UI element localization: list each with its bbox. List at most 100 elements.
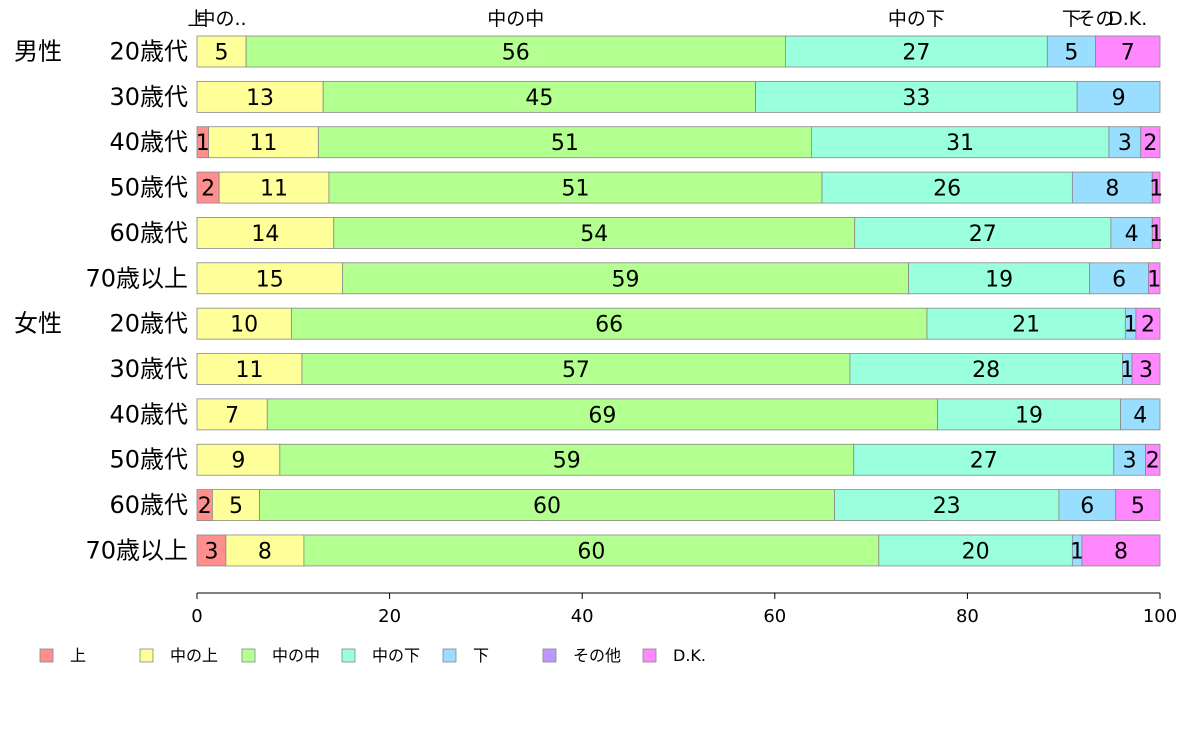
data-label: 1 bbox=[1070, 539, 1084, 564]
bar-segment bbox=[266, 398, 938, 431]
bar-segment bbox=[322, 80, 756, 113]
legend-label: 中の中 bbox=[272, 646, 320, 665]
data-label: 51 bbox=[561, 177, 589, 202]
bar-segment bbox=[317, 126, 812, 159]
data-label: 31 bbox=[946, 131, 974, 156]
bar-segment bbox=[810, 126, 1110, 159]
data-label: 1 bbox=[1147, 267, 1161, 292]
data-label: 11 bbox=[235, 358, 263, 383]
bar-segment bbox=[1113, 443, 1146, 476]
bar-segment bbox=[1120, 398, 1161, 431]
bar-segment bbox=[259, 489, 835, 522]
top-series-label: 中の中 bbox=[487, 8, 544, 30]
legend-swatch bbox=[139, 648, 154, 663]
data-label: 33 bbox=[902, 86, 930, 111]
data-label: 7 bbox=[1121, 41, 1135, 66]
bar-segment bbox=[926, 307, 1126, 340]
data-label: 57 bbox=[562, 358, 590, 383]
data-label: 69 bbox=[588, 403, 616, 428]
top-series-label: D.K. bbox=[1108, 8, 1147, 30]
data-label: 27 bbox=[969, 222, 997, 247]
data-label: 5 bbox=[229, 494, 243, 519]
bar-segment bbox=[1148, 262, 1161, 295]
bar-segment bbox=[1151, 217, 1161, 249]
x-tick-label: 20 bbox=[378, 606, 401, 627]
data-label: 7 bbox=[225, 403, 239, 428]
bar-segment bbox=[208, 126, 319, 159]
legend-label: その他 bbox=[573, 646, 621, 665]
data-label: 60 bbox=[533, 494, 561, 519]
bar-segment bbox=[1145, 443, 1161, 476]
data-label: 60 bbox=[577, 539, 605, 564]
top-series-label: 中の.. bbox=[197, 8, 247, 30]
legend-label: 中の上 bbox=[170, 646, 218, 665]
x-tick-label: 60 bbox=[763, 606, 786, 627]
top-series-label: 中の下 bbox=[888, 8, 945, 30]
data-label: 54 bbox=[580, 222, 608, 247]
legend-swatch bbox=[39, 648, 54, 663]
x-tick-label: 0 bbox=[191, 606, 202, 627]
top-series-label: 下 bbox=[1062, 8, 1081, 30]
data-label: 2 bbox=[1141, 313, 1155, 338]
data-label: 8 bbox=[1105, 177, 1119, 202]
data-label: 5 bbox=[1131, 494, 1145, 519]
data-label: 19 bbox=[1015, 403, 1043, 428]
row-label: 70歳以上 bbox=[85, 264, 188, 292]
bar-segment bbox=[301, 353, 851, 385]
bars: 5 56 27 5 713 45 33 91 11 51 31 3 22 11 51 26 8 114 54 27 4 1… bbox=[196, 35, 1163, 567]
bar-segment bbox=[1140, 126, 1161, 159]
data-label: 4 bbox=[1125, 222, 1139, 247]
row-label: 60歳代 bbox=[109, 491, 188, 519]
data-label: 1 bbox=[196, 131, 210, 156]
data-label: 27 bbox=[902, 41, 930, 66]
bar-segment bbox=[196, 353, 303, 385]
row-label: 20歳代 bbox=[109, 38, 188, 66]
data-label: 56 bbox=[502, 41, 530, 66]
data-label: 9 bbox=[231, 449, 245, 474]
bar-segment bbox=[937, 398, 1121, 431]
row-label: 60歳代 bbox=[109, 219, 188, 247]
data-label: 59 bbox=[612, 267, 640, 292]
data-label: 3 bbox=[1123, 449, 1137, 474]
data-label: 66 bbox=[595, 313, 623, 338]
data-label: 26 bbox=[933, 177, 961, 202]
data-label: 3 bbox=[1118, 131, 1132, 156]
legend-swatch bbox=[542, 648, 557, 663]
data-label: 3 bbox=[1139, 358, 1153, 383]
data-label: 27 bbox=[970, 449, 998, 474]
bar-segment bbox=[834, 489, 1060, 522]
bar-segment bbox=[245, 35, 786, 68]
row-label: 50歳代 bbox=[109, 174, 188, 202]
x-tick-label: 40 bbox=[571, 606, 594, 627]
data-label: 14 bbox=[251, 222, 279, 247]
x-tick-label: 80 bbox=[956, 606, 979, 627]
legend-swatch bbox=[241, 648, 256, 663]
x-tick-label: 100 bbox=[1143, 606, 1177, 627]
bar-segment bbox=[196, 534, 227, 567]
row-label: 30歳代 bbox=[109, 83, 188, 111]
data-label: 3 bbox=[204, 539, 218, 564]
bar-segment bbox=[303, 534, 880, 567]
bar-segment bbox=[821, 171, 1073, 204]
bar-segment bbox=[784, 35, 1048, 68]
data-label: 45 bbox=[525, 86, 553, 111]
group-label: 男性 bbox=[14, 38, 62, 66]
bar-segment bbox=[1081, 534, 1161, 567]
data-label: 51 bbox=[551, 131, 579, 156]
data-label: 19 bbox=[985, 267, 1013, 292]
data-label: 13 bbox=[246, 86, 274, 111]
data-label: 15 bbox=[256, 267, 284, 292]
bar-segment bbox=[1095, 35, 1161, 68]
bar-segment bbox=[854, 217, 1112, 249]
bar-segment bbox=[196, 443, 281, 476]
bar-segment bbox=[196, 307, 292, 340]
legend-label: 下 bbox=[473, 646, 489, 665]
data-label: 1 bbox=[1149, 177, 1163, 202]
group-label: 女性 bbox=[14, 310, 62, 338]
data-label: 28 bbox=[972, 358, 1000, 383]
legend-label: 中の下 bbox=[372, 646, 420, 665]
row-label: 70歳以上 bbox=[85, 536, 188, 564]
legend-label: D.K. bbox=[673, 646, 706, 665]
